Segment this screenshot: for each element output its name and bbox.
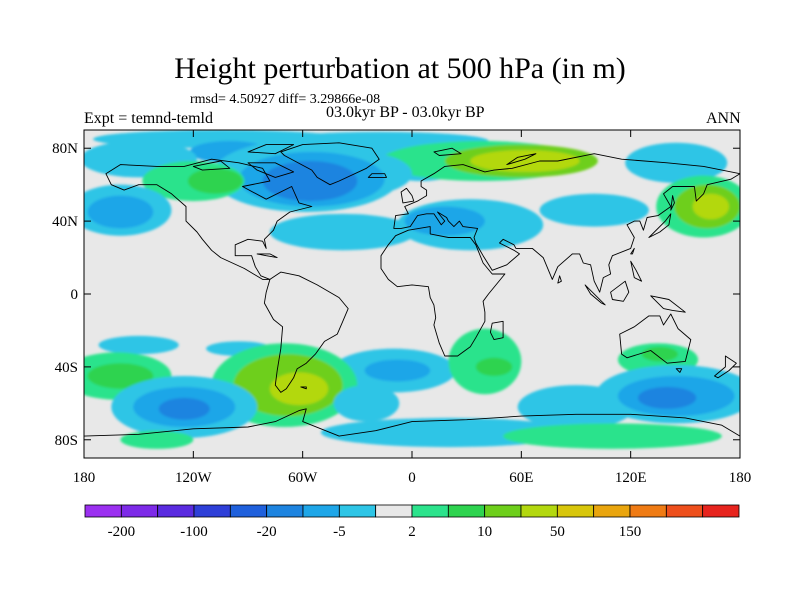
lon-tick-label: 0 [408, 470, 416, 486]
colorbar-swatch [702, 504, 740, 518]
colorbar-label: -200 [108, 524, 136, 540]
coastline-svalbard [433, 147, 462, 156]
contour-region-47 [120, 430, 194, 449]
coastline-south-america [263, 271, 349, 393]
coastline-uk [400, 187, 415, 204]
stats-line: rmsd= 4.50927 diff= 3.29866e-08 [190, 92, 381, 107]
coastline-antarctica [84, 408, 740, 458]
coastline-iceland [367, 173, 387, 178]
contour-region-7 [625, 142, 728, 183]
colorbar-swatch [593, 504, 631, 518]
coastline-sakhalin [670, 195, 675, 211]
coastline-tasmania [675, 368, 683, 373]
coastline-cuba [256, 253, 278, 259]
contour-region-44 [637, 386, 697, 409]
contour-region-39 [158, 397, 210, 420]
colorbar-swatch [556, 504, 595, 518]
lon-tick-label: 60W [288, 470, 318, 486]
coastline-taiwan [630, 247, 635, 255]
contour-region-16 [87, 195, 154, 229]
contour-region-6 [470, 150, 580, 172]
coastline-falklands [300, 386, 307, 390]
coastline-north-america [105, 158, 313, 280]
lon-tick-label: 180 [729, 470, 752, 486]
colorbar-label: 50 [550, 524, 565, 540]
coastline-eurasia [393, 153, 740, 293]
lat-tick-label: 80N [52, 141, 78, 157]
contour-region-12 [262, 160, 358, 202]
colorbar-swatch [84, 504, 122, 518]
coastline-australia [619, 313, 692, 364]
contour-region-40 [333, 385, 400, 422]
colorbar-swatch [665, 504, 704, 518]
lon-tick-label: 120W [175, 470, 213, 486]
colorbar-swatch [338, 504, 377, 518]
colorbar-label: -5 [333, 524, 346, 540]
coastline-sri-lanka [557, 275, 562, 284]
colorbar-swatch [411, 504, 449, 518]
lat-tick-label: 0 [71, 287, 79, 303]
colorbar-swatch [484, 504, 522, 518]
coastline-ellesmere [247, 144, 295, 155]
coastline-borneo [610, 280, 630, 302]
contour-fill-layer [84, 130, 740, 449]
coastline-greenland [280, 142, 380, 186]
colorbar: -200 -100 -20 -5 2 10 50 150 [84, 504, 740, 540]
colorbar-swatch [266, 504, 304, 518]
colorbar-swatch [520, 504, 558, 518]
map-title: Height perturbation at 500 hPa (in m) [174, 52, 626, 85]
lat-tick-label: 80S [55, 433, 78, 449]
colorbar-swatch [375, 504, 413, 518]
contour-region-46 [503, 423, 722, 449]
colorbar-swatch [120, 504, 159, 518]
colorbar-swatch [229, 504, 268, 518]
colorbar-label: 150 [619, 524, 642, 540]
contour-region-24 [98, 335, 179, 355]
colorbar-swatch [629, 504, 667, 518]
contour-region-17 [269, 213, 416, 251]
colorbar-label: -20 [257, 524, 277, 540]
lon-tick-label: 120E [615, 470, 647, 486]
coastline-new-guinea [650, 295, 686, 313]
contour-region-20 [539, 193, 649, 227]
contour-region-27 [364, 359, 431, 382]
contour-region-23 [692, 193, 730, 220]
coastline-baffin [247, 162, 295, 178]
colorbar-label: -100 [180, 524, 208, 540]
coastline-layer [84, 142, 740, 458]
lat-tick-label: 40S [55, 360, 78, 376]
contour-region-29 [475, 357, 513, 376]
colorbar-swatch [302, 504, 340, 518]
season-label: ANN [706, 110, 741, 127]
lon-tick-label: 180 [73, 470, 96, 486]
axis-ticks: 80N 40N 0 40S 80S 180 120W 60W 0 60E 120E 180 [52, 130, 751, 486]
coastline-japan [648, 213, 672, 238]
contour-region-36 [269, 372, 329, 406]
colorbar-swatch [193, 504, 231, 518]
experiment-label: Expt = temnd-temld [84, 110, 213, 127]
coastline-madagascar [489, 320, 504, 341]
colorbar-swatch [447, 504, 486, 518]
colorbar-label: 10 [477, 524, 492, 540]
coastline-sumatra [584, 284, 606, 306]
coastline-novaya-zemlya [506, 153, 537, 166]
lat-tick-label: 40N [52, 214, 78, 230]
contour-region-31 [641, 346, 679, 362]
contour-region-33 [87, 363, 154, 389]
colorbar-label: 2 [408, 524, 416, 540]
coastline-new-zealand [714, 355, 737, 379]
coastline-victoria-island [192, 160, 231, 171]
contour-region-14 [187, 168, 243, 194]
coastline-africa [380, 226, 506, 357]
colorbar-swatch [157, 504, 195, 518]
period-label: 03.0kyr BP - 03.0kyr BP [326, 104, 485, 121]
coastline-philippines [630, 260, 643, 282]
lon-tick-label: 60E [509, 470, 533, 486]
